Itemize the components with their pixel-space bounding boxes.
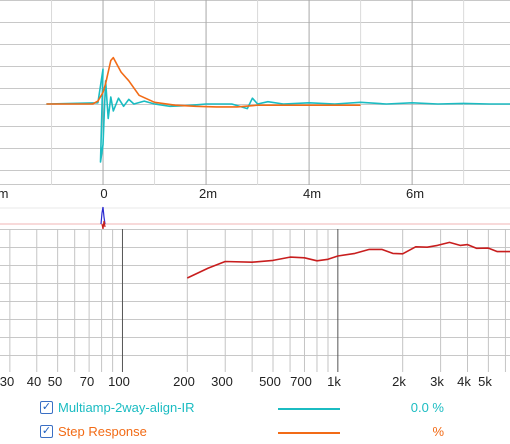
time-tick-label: m <box>0 186 9 201</box>
time-tick-label: 4m <box>302 186 322 201</box>
freq-tick-label: 30 <box>0 374 15 389</box>
frequency-response-plot[interactable] <box>0 229 510 372</box>
freq-tick-label: 200 <box>173 374 195 389</box>
series-line <box>46 56 361 108</box>
impulse-step-plot[interactable] <box>0 0 510 185</box>
frequency-plot-grid <box>0 229 510 372</box>
legend-item-ir[interactable]: ✓ Multiamp-2way-align-IR 0.0 % <box>0 398 510 420</box>
freq-tick-label: 5k <box>478 374 492 389</box>
overview-marker-red <box>101 220 106 229</box>
time-tick-label: 2m <box>198 186 218 201</box>
freq-tick-label: 70 <box>79 374 95 389</box>
impulse-plot-series <box>46 56 510 163</box>
legend-item-step[interactable]: ✓ Step Response % <box>0 422 510 444</box>
freq-tick-label: 3k <box>430 374 444 389</box>
ir-series-name: Multiamp-2way-align-IR <box>58 400 195 415</box>
frequency-axis: 30 40 50 70 100 200 300 500 700 1k 2k 3k… <box>0 373 510 395</box>
time-tick-label: 6m <box>405 186 425 201</box>
overview-marker-blue <box>100 206 106 225</box>
step-series-name: Step Response <box>58 424 147 439</box>
ir-series-swatch <box>278 408 340 410</box>
ir-series-value: 0.0 % <box>410 400 444 415</box>
overview-strip[interactable] <box>0 205 510 229</box>
freq-tick-label: 50 <box>47 374 63 389</box>
step-series-swatch <box>278 432 340 434</box>
impulse-plot-grid <box>0 0 510 185</box>
freq-tick-label: 100 <box>108 374 130 389</box>
ir-checkbox[interactable]: ✓ <box>40 401 53 414</box>
freq-tick-label: 500 <box>259 374 281 389</box>
freq-tick-label: 4k <box>457 374 471 389</box>
freq-tick-label: 2k <box>392 374 406 389</box>
series-line <box>186 241 510 279</box>
freq-tick-label: 40 <box>26 374 42 389</box>
time-tick-label: 0 <box>100 186 108 201</box>
frequency-plot-series <box>186 241 510 279</box>
freq-tick-label: 300 <box>211 374 233 389</box>
step-checkbox[interactable]: ✓ <box>40 425 53 438</box>
freq-tick-label: 1k <box>327 374 341 389</box>
time-axis: m 0 2m 4m 6m <box>0 185 510 205</box>
freq-tick-label: 700 <box>290 374 312 389</box>
step-series-value: % <box>432 424 444 439</box>
